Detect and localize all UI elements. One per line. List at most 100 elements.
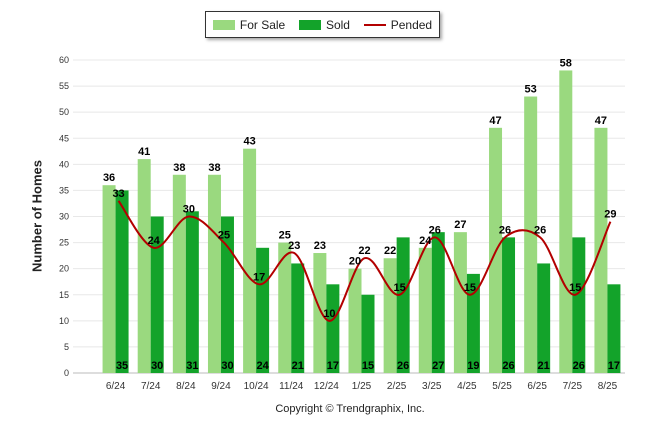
y-tick-label: 60 <box>59 55 69 65</box>
data-label-pended: 26 <box>429 224 441 236</box>
copyright-footer: Copyright © Trendgraphix, Inc. <box>275 403 425 415</box>
x-tick-label: 6/24 <box>106 381 126 392</box>
bar-for-sale[interactable] <box>418 247 432 373</box>
x-tick-label: 8/25 <box>598 381 618 392</box>
bar-sold[interactable] <box>326 284 340 373</box>
bar-for-sale[interactable] <box>383 258 397 373</box>
bars <box>102 70 621 374</box>
legend: For Sale Sold Pended <box>205 11 440 38</box>
data-label-for-sale: 47 <box>489 115 501 127</box>
bar-for-sale[interactable] <box>207 174 221 373</box>
data-label-sold: 17 <box>327 360 339 372</box>
data-label-pended: 25 <box>218 230 230 242</box>
bar-for-sale[interactable] <box>102 185 116 373</box>
data-label-for-sale: 53 <box>525 84 537 96</box>
legend-item-for-sale[interactable]: For Sale <box>212 17 286 32</box>
data-label-sold: 24 <box>256 360 269 372</box>
x-axis-ticks: 6/24 7/24 8/24 9/24 10/24 11/24 12/24 1/25 2/25 3… <box>106 381 618 392</box>
bar-sold[interactable] <box>291 263 305 373</box>
data-label-pended: 22 <box>358 245 370 257</box>
data-label-sold: 30 <box>151 360 163 372</box>
data-label-sold: 35 <box>116 360 128 372</box>
bar-sold[interactable] <box>396 237 410 373</box>
x-tick-label: 10/24 <box>244 381 269 392</box>
bar-sold[interactable] <box>466 273 480 373</box>
data-label-sold: 19 <box>467 360 479 372</box>
bar-for-sale[interactable] <box>278 242 292 373</box>
legend-item-pended[interactable]: Pended <box>363 17 433 32</box>
data-label-sold: 30 <box>221 360 233 372</box>
data-label-pended: 26 <box>534 224 546 236</box>
y-tick-label: 5 <box>64 342 69 352</box>
data-label-for-sale: 27 <box>454 219 466 231</box>
bar-sold[interactable] <box>256 247 270 373</box>
bar-for-sale[interactable] <box>594 127 608 373</box>
bar-sold[interactable] <box>572 237 586 373</box>
bar-for-sale[interactable] <box>313 253 327 373</box>
bar-sold[interactable] <box>431 232 445 373</box>
bar-sold[interactable] <box>361 294 375 373</box>
data-label-sold: 15 <box>362 360 374 372</box>
legend-label-pended: Pended <box>390 17 433 32</box>
bar-for-sale[interactable] <box>137 159 151 373</box>
bar-for-sale[interactable] <box>524 96 538 374</box>
data-label-sold: 27 <box>432 360 444 372</box>
y-tick-label: 25 <box>59 238 69 248</box>
x-tick-label: 2/25 <box>387 381 407 392</box>
data-label-for-sale: 38 <box>173 162 185 174</box>
legend-label-sold: Sold <box>325 17 350 32</box>
bar-for-sale[interactable] <box>453 232 467 373</box>
x-tick-label: 12/24 <box>314 381 339 392</box>
bar-for-sale[interactable] <box>348 268 362 373</box>
legend-label-for-sale: For Sale <box>239 17 286 32</box>
bar-for-sale[interactable] <box>559 70 573 373</box>
y-tick-label: 15 <box>59 290 69 300</box>
data-label-for-sale: 43 <box>243 136 255 148</box>
y-tick-label: 10 <box>59 316 69 326</box>
pended-line[interactable] <box>117 200 612 322</box>
data-label-for-sale: 41 <box>138 146 150 158</box>
data-label-sold: 26 <box>502 360 514 372</box>
bar-sold[interactable] <box>502 237 516 373</box>
x-tick-label: 7/25 <box>563 381 583 392</box>
data-label-for-sale: 58 <box>560 57 572 69</box>
x-tick-label: 5/25 <box>492 381 512 392</box>
x-tick-label: 3/25 <box>422 381 442 392</box>
bar-sold[interactable] <box>185 211 199 373</box>
x-tick-label: 1/25 <box>352 381 372 392</box>
data-label-pended: 15 <box>464 282 476 294</box>
legend-swatch-for-sale <box>212 19 235 30</box>
data-label-pended: 15 <box>569 282 581 294</box>
data-label-for-sale: 47 <box>595 115 607 127</box>
data-label-pended: 23 <box>288 240 300 252</box>
y-tick-label: 0 <box>64 368 69 378</box>
y-tick-label: 45 <box>59 133 69 143</box>
bar-sold[interactable] <box>115 190 129 373</box>
x-tick-label: 11/24 <box>279 381 304 392</box>
data-label-pended: 24 <box>148 235 161 247</box>
data-label-for-sale: 38 <box>208 162 220 174</box>
data-label-pended: 17 <box>253 271 265 283</box>
x-tick-label: 6/25 <box>527 381 547 392</box>
bar-for-sale[interactable] <box>243 148 257 373</box>
data-label-sold: 21 <box>538 360 550 372</box>
y-tick-label: 50 <box>59 107 69 117</box>
bar-sold[interactable] <box>150 216 164 374</box>
bar-sold[interactable] <box>607 284 621 373</box>
legend-swatch-sold <box>298 19 321 30</box>
data-label-pended: 30 <box>183 204 195 216</box>
legend-item-sold[interactable]: Sold <box>298 17 350 32</box>
data-label-pended: 26 <box>499 224 511 236</box>
pended-series <box>117 200 612 322</box>
bar-sold[interactable] <box>220 216 234 374</box>
y-axis-ticks: 0 5 10 15 20 25 30 35 40 45 50 55 60 <box>59 55 69 378</box>
x-tick-label: 7/24 <box>141 381 161 392</box>
bar-sold[interactable] <box>537 263 551 373</box>
data-label-for-sale: 20 <box>349 256 361 268</box>
data-label-pended: 29 <box>604 209 616 221</box>
bar-for-sale[interactable] <box>172 174 186 373</box>
y-tick-label: 40 <box>59 159 69 169</box>
data-label-sold: 26 <box>573 360 585 372</box>
data-label-sold: 26 <box>397 360 409 372</box>
y-tick-label: 35 <box>59 185 69 195</box>
